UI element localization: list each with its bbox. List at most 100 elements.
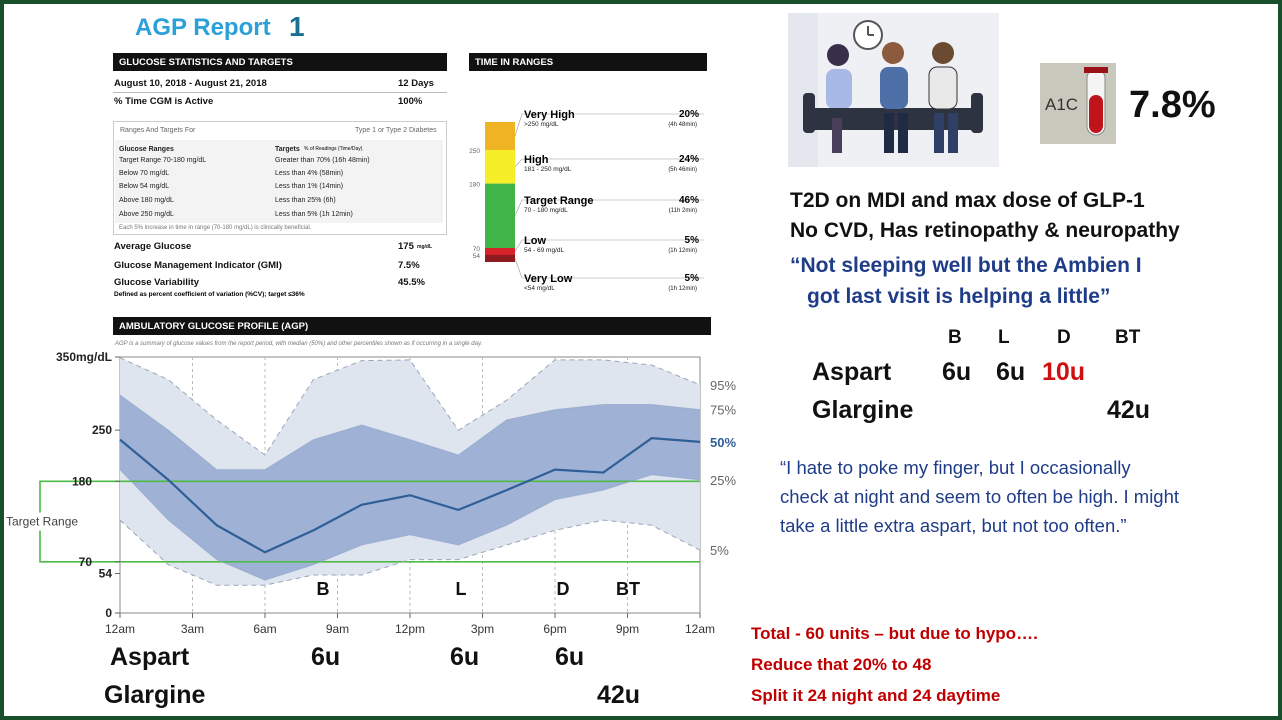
target-label-bg: [4, 512, 80, 531]
dose: 42u: [1107, 396, 1151, 424]
x-tick-label: 12am: [685, 622, 715, 636]
y-tick-label: 180: [72, 474, 92, 488]
dose: 6u: [996, 358, 1026, 386]
tir-segment: [485, 255, 515, 262]
dose-label: Glargine: [104, 681, 206, 709]
x-tick-label: 9pm: [616, 622, 639, 636]
tir-time: (4h 48min): [668, 122, 697, 128]
tir-segment: [485, 183, 515, 248]
tir-connector: [514, 113, 704, 137]
dose-col: BT: [1115, 327, 1141, 348]
dose: 10u: [1042, 358, 1086, 386]
tir-pct: 20%: [678, 109, 699, 120]
dose-col: B: [948, 327, 962, 348]
tir-name: Low: [524, 235, 546, 247]
series-label: 25%: [710, 473, 736, 488]
days: 12 Days: [398, 78, 434, 89]
range-row: Target Range 70-180 mg/dL: [119, 157, 207, 164]
dose: 42u: [597, 681, 641, 709]
dose-col: L: [998, 327, 1010, 348]
x-tick-label: 12am: [105, 622, 135, 636]
tir-name: Very High: [524, 109, 575, 121]
dose: 6u: [450, 643, 480, 671]
stats-header: GLUCOSE STATISTICS AND TARGETS: [113, 53, 447, 71]
tir-name: Very Low: [524, 273, 573, 285]
patient-quote: “Not sleeping well but the Ambien I: [790, 254, 1142, 277]
dose-label: Aspart: [110, 643, 190, 671]
series-label: 5%: [710, 543, 729, 558]
dose: 6u: [311, 643, 341, 671]
col-note: % of Readings (Time/Day): [304, 146, 363, 152]
range-target: Greater than 70% (16h 48min): [275, 157, 370, 164]
tir-connector: [514, 158, 704, 168]
percentile-line: [119, 469, 701, 581]
tir-pct: 24%: [678, 154, 699, 165]
y-tick-label: 250: [92, 423, 112, 437]
ranges-header: Ranges And Targets For: [120, 127, 196, 134]
plan-line: Total - 60 units – but due to hypo….: [751, 624, 1038, 643]
range-target: Less than 5% (1h 12min): [275, 211, 353, 218]
patient-line: No CVD, Has retinopathy & neuropathy: [790, 219, 1180, 242]
quote-line: “I hate to poke my finger, but I occasio…: [780, 457, 1131, 478]
range-row: Above 250 mg/dL: [119, 211, 174, 218]
x-tick-label: 3am: [181, 622, 204, 636]
x-tick-label: 3pm: [471, 622, 494, 636]
target-label: Target Range: [6, 515, 78, 529]
dose: 6u: [555, 643, 585, 671]
meal-label: L: [456, 579, 467, 599]
tir-range: >250 mg/dL: [524, 121, 559, 128]
tir-name: High: [524, 154, 549, 166]
dose-label: Glargine: [812, 396, 914, 424]
quote-line: check at night and seem to often be high…: [780, 486, 1180, 507]
plan-line: Split it 24 night and 24 daytime: [751, 686, 1001, 705]
meal-label: D: [557, 579, 570, 599]
dose: 6u: [942, 358, 972, 386]
metric-value: 175: [398, 241, 414, 252]
tir-time: (11h 2min): [668, 208, 697, 214]
tir-segment: [485, 248, 515, 255]
tir-name: Target Range: [524, 195, 594, 207]
x-tick-label: 6am: [253, 622, 276, 636]
percentile-band: [120, 395, 700, 581]
range-row: Above 180 mg/dL: [119, 197, 174, 204]
x-tick-label: 12pm: [395, 622, 425, 636]
series-label: 50%: [710, 435, 736, 450]
agp-note: AGP is a summary of glucose values from …: [115, 341, 483, 347]
y-tick-label: 70: [79, 555, 93, 569]
col-header: Glucose Ranges: [119, 146, 174, 153]
meal-label: BT: [616, 579, 640, 599]
cgm-label: % Time CGM is Active: [114, 96, 214, 107]
y-tick-label: 0: [105, 606, 112, 620]
tir-axis-label: 70: [473, 246, 481, 253]
range-target: Less than 4% (58min): [275, 170, 344, 177]
a1c-value: 7.8%: [1129, 84, 1216, 126]
tir-range: 54 - 69 mg/dL: [524, 247, 565, 254]
col-header: Targets: [275, 146, 300, 153]
tir-range: 181 - 250 mg/dL: [524, 166, 572, 173]
dose-label: Aspart: [812, 358, 892, 386]
x-tick-label: 9am: [326, 622, 349, 636]
range-row: Below 54 mg/dL: [119, 183, 170, 190]
tir-segment: [485, 150, 515, 184]
ranges-box: [113, 121, 447, 235]
tir-connector: [514, 258, 704, 279]
series-label: 75%: [710, 403, 736, 418]
illustration: [788, 13, 999, 167]
agp-header: AMBULATORY GLUCOSE PROFILE (AGP): [113, 317, 711, 335]
range-target: Less than 25% (6h): [275, 197, 336, 204]
tir-pct: 46%: [678, 195, 699, 206]
metric-label: Average Glucose: [114, 241, 192, 252]
metric-label: Glucose Management Indicator (GMI): [114, 260, 282, 271]
y-tick-label: 54: [99, 567, 113, 581]
percentile-line: [119, 437, 701, 554]
ranges-for: Type 1 or Type 2 Diabetes: [355, 127, 437, 134]
percentile-line: [119, 394, 701, 471]
range-row: Below 70 mg/dL: [119, 170, 170, 177]
y-tick-label: 350mg/dL: [56, 350, 112, 364]
tir-time: (1h 12min): [668, 286, 697, 292]
tir-time: (1h 12min): [668, 248, 697, 254]
divider: [113, 92, 447, 93]
metric-value: 45.5%: [398, 277, 425, 288]
quote-line: take a little extra aspart, but not too …: [780, 515, 1127, 536]
